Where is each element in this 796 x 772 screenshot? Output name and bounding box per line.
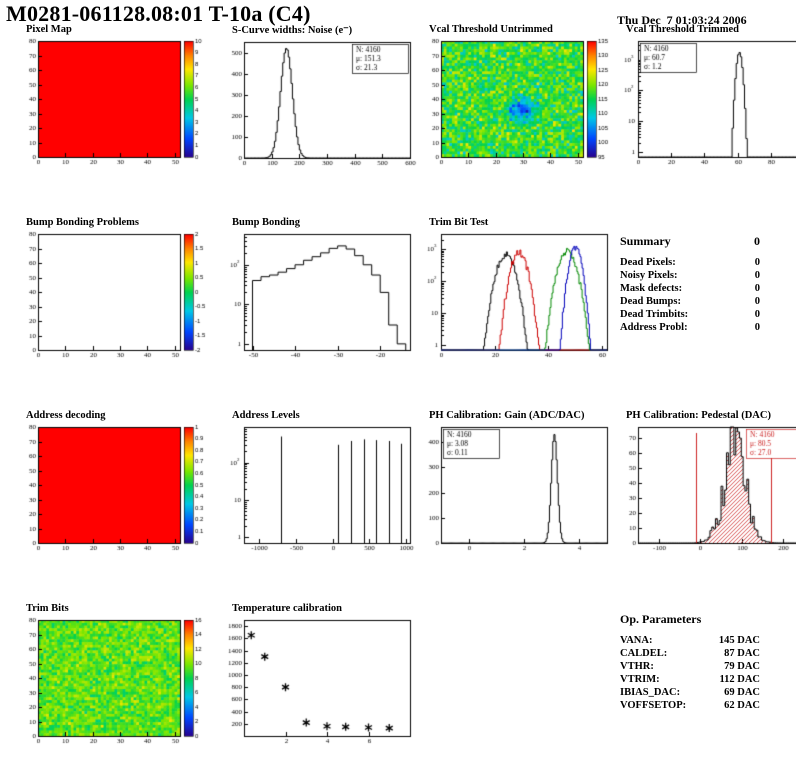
op-parameter-label: IBIAS_DAC:: [620, 687, 681, 698]
panel-bump-problems: Bump Bonding Problems: [10, 217, 214, 363]
ph-pedestal-histogram: [610, 422, 796, 556]
op-parameter-value: 145 DAC: [718, 635, 760, 646]
chart-title: Pixel Map: [26, 24, 72, 35]
page-title: M0281-061128.08:01 T-10a (C4): [6, 1, 311, 26]
chart-title: PH Calibration: Gain (ADC/DAC): [429, 410, 585, 421]
op-parameter-row: VANA: 145 DAC: [620, 634, 760, 647]
summary-row: Noisy Pixels: 0: [620, 269, 760, 282]
op-parameter-value: 62 DAC: [724, 700, 760, 711]
summary-row: Dead Bumps: 0: [620, 295, 760, 308]
ph-gain-histogram: [413, 422, 615, 556]
chart-title: Trim Bits: [26, 603, 69, 614]
summary-row-value: 0: [754, 309, 760, 320]
bump-bonding-histogram: [216, 229, 418, 363]
panel-trim-bit-test: Trim Bit Test: [413, 217, 617, 363]
temperature-calibration-scatter: [216, 615, 418, 749]
op-parameter-row: VTRIM: 112 DAC: [620, 673, 760, 686]
summary-row-label: Address Probl:: [620, 322, 688, 333]
summary-row-value: 0: [754, 283, 760, 294]
op-parameters-header: Op. Parameters: [620, 612, 760, 627]
chart-title: Address Levels: [232, 410, 300, 421]
trim-bits-heatmap: [10, 615, 212, 749]
chart-title: Address decoding: [26, 410, 106, 421]
bump-problems-heatmap: [10, 229, 212, 363]
op-parameter-row: CALDEL: 87 DAC: [620, 647, 760, 660]
op-parameter-value: 69 DAC: [724, 687, 760, 698]
summary-total: 0: [754, 234, 760, 248]
op-parameter-value: 79 DAC: [724, 661, 760, 672]
chart-title: Bump Bonding Problems: [26, 217, 140, 228]
op-parameters-panel: Op. Parameters VANA: 145 DAC CALDEL: 87 …: [620, 612, 760, 712]
panel-ph-gain: PH Calibration: Gain (ADC/DAC): [413, 410, 617, 556]
op-parameter-value: 87 DAC: [724, 648, 760, 659]
summary-row: Dead Pixels: 0: [620, 256, 760, 269]
op-parameter-row: VTHR: 79 DAC: [620, 660, 760, 673]
chart-title: S-Curve widths: Noise (e⁻): [232, 25, 353, 36]
chart-title: Vcal Threshold Untrimmed: [429, 24, 553, 35]
vcal-untrimmed-heatmap: [413, 36, 615, 170]
summary-panel: Summary 0 Dead Pixels: 0 Noisy Pixels: 0…: [620, 234, 760, 334]
panel-vcal-trimmed: Vcal Threshold Trimmed: [610, 24, 796, 170]
summary-row-label: Noisy Pixels:: [620, 270, 678, 281]
panel-pixel-map: Pixel Map: [10, 24, 214, 170]
summary-row: Address Probl: 0: [620, 321, 760, 334]
panel-vcal-untrimmed: Vcal Threshold Untrimmed: [413, 24, 617, 170]
timestamp: Thu Dec 7 01:03:24 2006: [617, 13, 747, 27]
pixel-map-heatmap: [10, 36, 212, 170]
op-parameter-row: VOFFSETOP: 62 DAC: [620, 699, 760, 712]
summary-row: Dead Trimbits: 0: [620, 308, 760, 321]
summary-row-label: Dead Trimbits:: [620, 309, 689, 320]
address-levels-histogram: [216, 422, 418, 556]
op-parameter-label: CALDEL:: [620, 648, 668, 659]
op-parameter-value: 112 DAC: [719, 674, 760, 685]
summary-row: Mask defects: 0: [620, 282, 760, 295]
panel-trim-bits: Trim Bits: [10, 603, 214, 749]
summary-title: Summary: [620, 234, 671, 248]
op-parameter-row: IBIAS_DAC: 69 DAC: [620, 686, 760, 699]
summary-row-value: 0: [754, 257, 760, 268]
panel-temperature-calibration: Temperature calibration: [216, 603, 420, 749]
address-decoding-heatmap: [10, 422, 212, 556]
op-parameter-label: VTHR:: [620, 661, 654, 672]
chart-title: Bump Bonding: [232, 217, 300, 228]
panel-ph-pedestal: PH Calibration: Pedestal (DAC): [610, 410, 796, 556]
trim-bit-test-histograms: [413, 229, 615, 363]
chart-title: Temperature calibration: [232, 603, 342, 614]
summary-row-label: Dead Bumps:: [620, 296, 681, 307]
panel-address-decoding: Address decoding: [10, 410, 214, 556]
summary-row-label: Mask defects:: [620, 283, 683, 294]
summary-row-value: 0: [754, 270, 760, 281]
summary-row-value: 0: [754, 296, 760, 307]
summary-row-label: Dead Pixels:: [620, 257, 676, 268]
chart-title: Vcal Threshold Trimmed: [626, 24, 739, 35]
summary-row-value: 0: [754, 322, 760, 333]
op-parameter-label: VOFFSETOP:: [620, 700, 687, 711]
vcal-trimmed-histogram: [610, 36, 796, 170]
panel-address-levels: Address Levels: [216, 410, 420, 556]
chart-title: Trim Bit Test: [429, 217, 489, 228]
op-parameter-label: VANA:: [620, 635, 653, 646]
panel-scurve-noise: S-Curve widths: Noise (e⁻): [216, 24, 420, 171]
summary-header: Summary 0: [620, 234, 760, 249]
panel-bump-bonding: Bump Bonding: [216, 217, 420, 363]
op-parameters-title: Op. Parameters: [620, 612, 702, 626]
scurve-noise-histogram: [216, 37, 418, 171]
chart-title: PH Calibration: Pedestal (DAC): [626, 410, 771, 421]
op-parameter-label: VTRIM:: [620, 674, 660, 685]
